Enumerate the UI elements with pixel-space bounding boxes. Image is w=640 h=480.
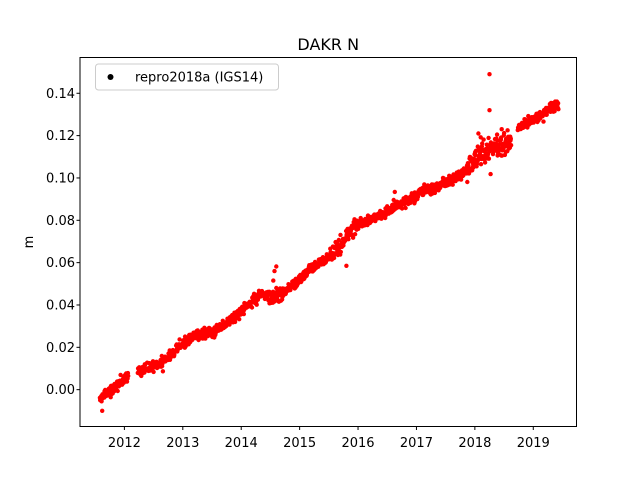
data-point	[241, 311, 246, 317]
data-point	[501, 130, 507, 136]
data-point	[486, 135, 491, 141]
y-tick-label: 0.04	[46, 298, 75, 313]
y-axis-label: m	[22, 236, 37, 249]
x-tick-label: 2018	[458, 436, 491, 451]
y-tick-label: 0.06	[46, 256, 75, 271]
data-point	[126, 373, 131, 379]
x-tick-label: 2016	[341, 436, 374, 451]
chart-title: DAKR N	[297, 35, 359, 54]
data-point	[338, 232, 343, 238]
data-point	[220, 318, 225, 323]
data-point	[468, 167, 473, 172]
data-point	[271, 278, 276, 283]
data-point	[151, 369, 156, 375]
data-point	[432, 190, 438, 196]
data-point	[488, 171, 493, 177]
y-axis-ticks: 0.00 0.02 0.04 0.06 0.08 0.10 0.12 0.14	[46, 87, 80, 398]
data-point	[458, 177, 464, 182]
x-tick-label: 2014	[225, 436, 258, 451]
x-tick-label: 2017	[400, 436, 433, 451]
data-point	[254, 302, 259, 307]
data-point	[556, 107, 561, 112]
plot-border	[79, 57, 577, 427]
data-point	[541, 119, 546, 124]
data-point	[403, 205, 408, 211]
data-point	[177, 337, 182, 342]
legend-label: repro2018a (IGS14)	[135, 71, 263, 86]
data-point	[249, 305, 255, 310]
data-point	[352, 232, 358, 237]
data-point	[478, 135, 483, 140]
y-tick-label: 0.12	[46, 129, 75, 144]
data-point	[552, 109, 557, 114]
data-point	[336, 237, 341, 243]
x-tick-label: 2013	[166, 436, 199, 451]
data-point	[350, 235, 356, 240]
data-point	[160, 369, 166, 374]
data-point	[237, 317, 242, 322]
data-point	[508, 143, 514, 148]
y-tick-label: 0.02	[46, 341, 75, 356]
data-point	[508, 136, 513, 141]
x-tick-label: 2015	[283, 436, 316, 451]
data-point	[450, 182, 455, 187]
data-point	[274, 264, 279, 269]
data-point	[555, 101, 561, 106]
data-point	[473, 152, 478, 158]
data-point	[480, 141, 485, 146]
y-tick-label: 0.10	[46, 171, 75, 186]
data-point	[338, 249, 343, 255]
data-point	[465, 179, 470, 185]
data-point	[482, 160, 488, 165]
data-point	[272, 268, 277, 274]
scatter-points	[97, 72, 561, 413]
data-point	[115, 388, 120, 394]
data-point	[344, 263, 349, 268]
data-point	[499, 127, 504, 132]
data-point	[494, 132, 500, 137]
x-tick-label: 2019	[517, 436, 550, 451]
legend: repro2018a (IGS14)	[95, 63, 279, 91]
data-point	[100, 408, 105, 413]
y-tick-label: 0.00	[46, 383, 75, 398]
data-point	[399, 206, 405, 211]
data-point	[391, 197, 396, 203]
x-axis-ticks: 2012 2013 2014 2015 2016 2017 2018 2019	[108, 426, 550, 451]
data-point	[484, 142, 489, 147]
legend-frame	[95, 63, 279, 91]
legend-marker-icon	[107, 74, 114, 80]
data-point	[478, 162, 484, 167]
data-point	[505, 128, 510, 133]
data-point	[487, 72, 492, 77]
data-point	[487, 108, 492, 113]
y-tick-label: 0.08	[46, 214, 75, 229]
data-point	[476, 131, 481, 136]
y-tick-label: 0.14	[46, 87, 75, 102]
data-point	[346, 237, 351, 242]
data-point	[392, 189, 397, 195]
data-point	[486, 156, 492, 161]
x-tick-label: 2012	[108, 436, 141, 451]
data-point	[497, 142, 502, 147]
